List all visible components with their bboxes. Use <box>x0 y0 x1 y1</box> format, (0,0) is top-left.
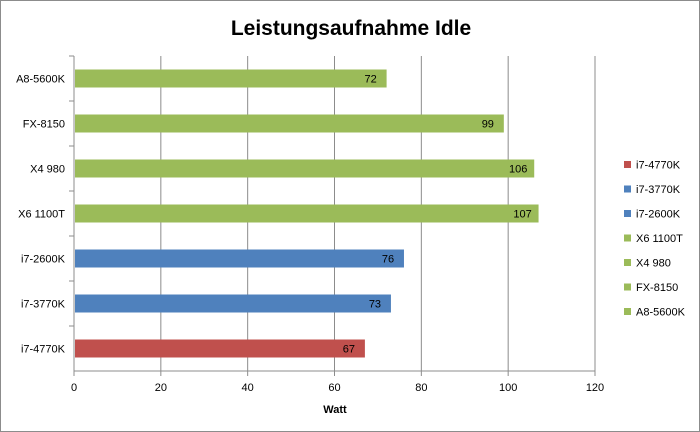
data-label-FX-8150: 99 <box>482 119 494 131</box>
x-tick-label-0: 0 <box>71 382 77 394</box>
x-tick-label-60: 60 <box>328 382 340 394</box>
data-label-A8-5600K: 72 <box>364 74 376 86</box>
category-labels: A8-5600K FX-8150 X4 980 X6 1100T i7-2600K i7-… <box>16 74 66 356</box>
bar-X4 980 <box>75 159 535 178</box>
legend-swatch-X6 1100T <box>624 234 631 242</box>
bar-i7-2600K <box>75 249 404 268</box>
axes <box>69 55 596 376</box>
legend-swatch-A8-5600K <box>624 308 631 315</box>
legend-label-A8-5600K: A8-5600K <box>636 307 686 319</box>
x-tick-label-100: 100 <box>499 382 517 394</box>
data-label-X4 980: 106 <box>509 164 527 176</box>
bar-i7-3770K <box>75 294 391 313</box>
data-label-i7-4770K: 67 <box>343 344 355 356</box>
bar-FX-8150 <box>75 114 504 133</box>
x-tick-label-20: 20 <box>155 382 167 394</box>
category-label-FX-8150: FX-8150 <box>23 119 65 131</box>
category-label-A8-5600K: A8-5600K <box>16 74 66 86</box>
legend-label-FX-8150: FX-8150 <box>636 282 678 294</box>
tick-labels: 0 20 40 60 80 100 120 <box>71 382 604 394</box>
legend-label-X4 980: X4 980 <box>636 258 671 270</box>
x-tick-label-40: 40 <box>242 382 254 394</box>
category-label-i7-4770K: i7-4770K <box>21 344 66 356</box>
x-axis-title: Watt <box>323 404 347 416</box>
bars <box>75 69 539 358</box>
legend-swatch-i7-2600K <box>624 210 631 217</box>
category-label-i7-3770K: i7-3770K <box>21 299 66 311</box>
legend-swatch-X4 980 <box>624 259 631 266</box>
legend: i7-4770K i7-3770K i7-2600K X6 1100T X4 980 FX… <box>624 160 686 319</box>
legend-label-i7-2600K: i7-2600K <box>636 209 681 221</box>
chart-title: Leistungsaufnahme Idle <box>231 17 471 40</box>
bar-X6 1100T <box>75 204 539 223</box>
bar-A8-5600K <box>75 69 387 88</box>
category-label-X4 980: X4 980 <box>30 164 65 176</box>
data-label-i7-2600K: 76 <box>382 254 394 266</box>
data-label-X6 1100T: 107 <box>513 209 531 221</box>
legend-label-X6 1100T: X6 1100T <box>636 233 683 245</box>
data-labels: 72 99 106 107 76 73 67 <box>343 74 532 356</box>
x-tick-label-120: 120 <box>586 382 604 394</box>
data-label-i7-3770K: 73 <box>369 299 381 311</box>
legend-label-i7-4770K: i7-4770K <box>636 160 681 172</box>
legend-swatch-FX-8150 <box>624 283 631 291</box>
category-label-i7-2600K: i7-2600K <box>21 254 66 266</box>
bar-i7-4770K <box>75 339 365 358</box>
legend-swatch-i7-3770K <box>624 185 631 193</box>
category-label-X6 1100T: X6 1100T <box>18 209 65 221</box>
legend-label-i7-3770K: i7-3770K <box>636 184 681 196</box>
legend-swatch-i7-4770K <box>624 161 631 168</box>
x-tick-label-80: 80 <box>415 382 427 394</box>
